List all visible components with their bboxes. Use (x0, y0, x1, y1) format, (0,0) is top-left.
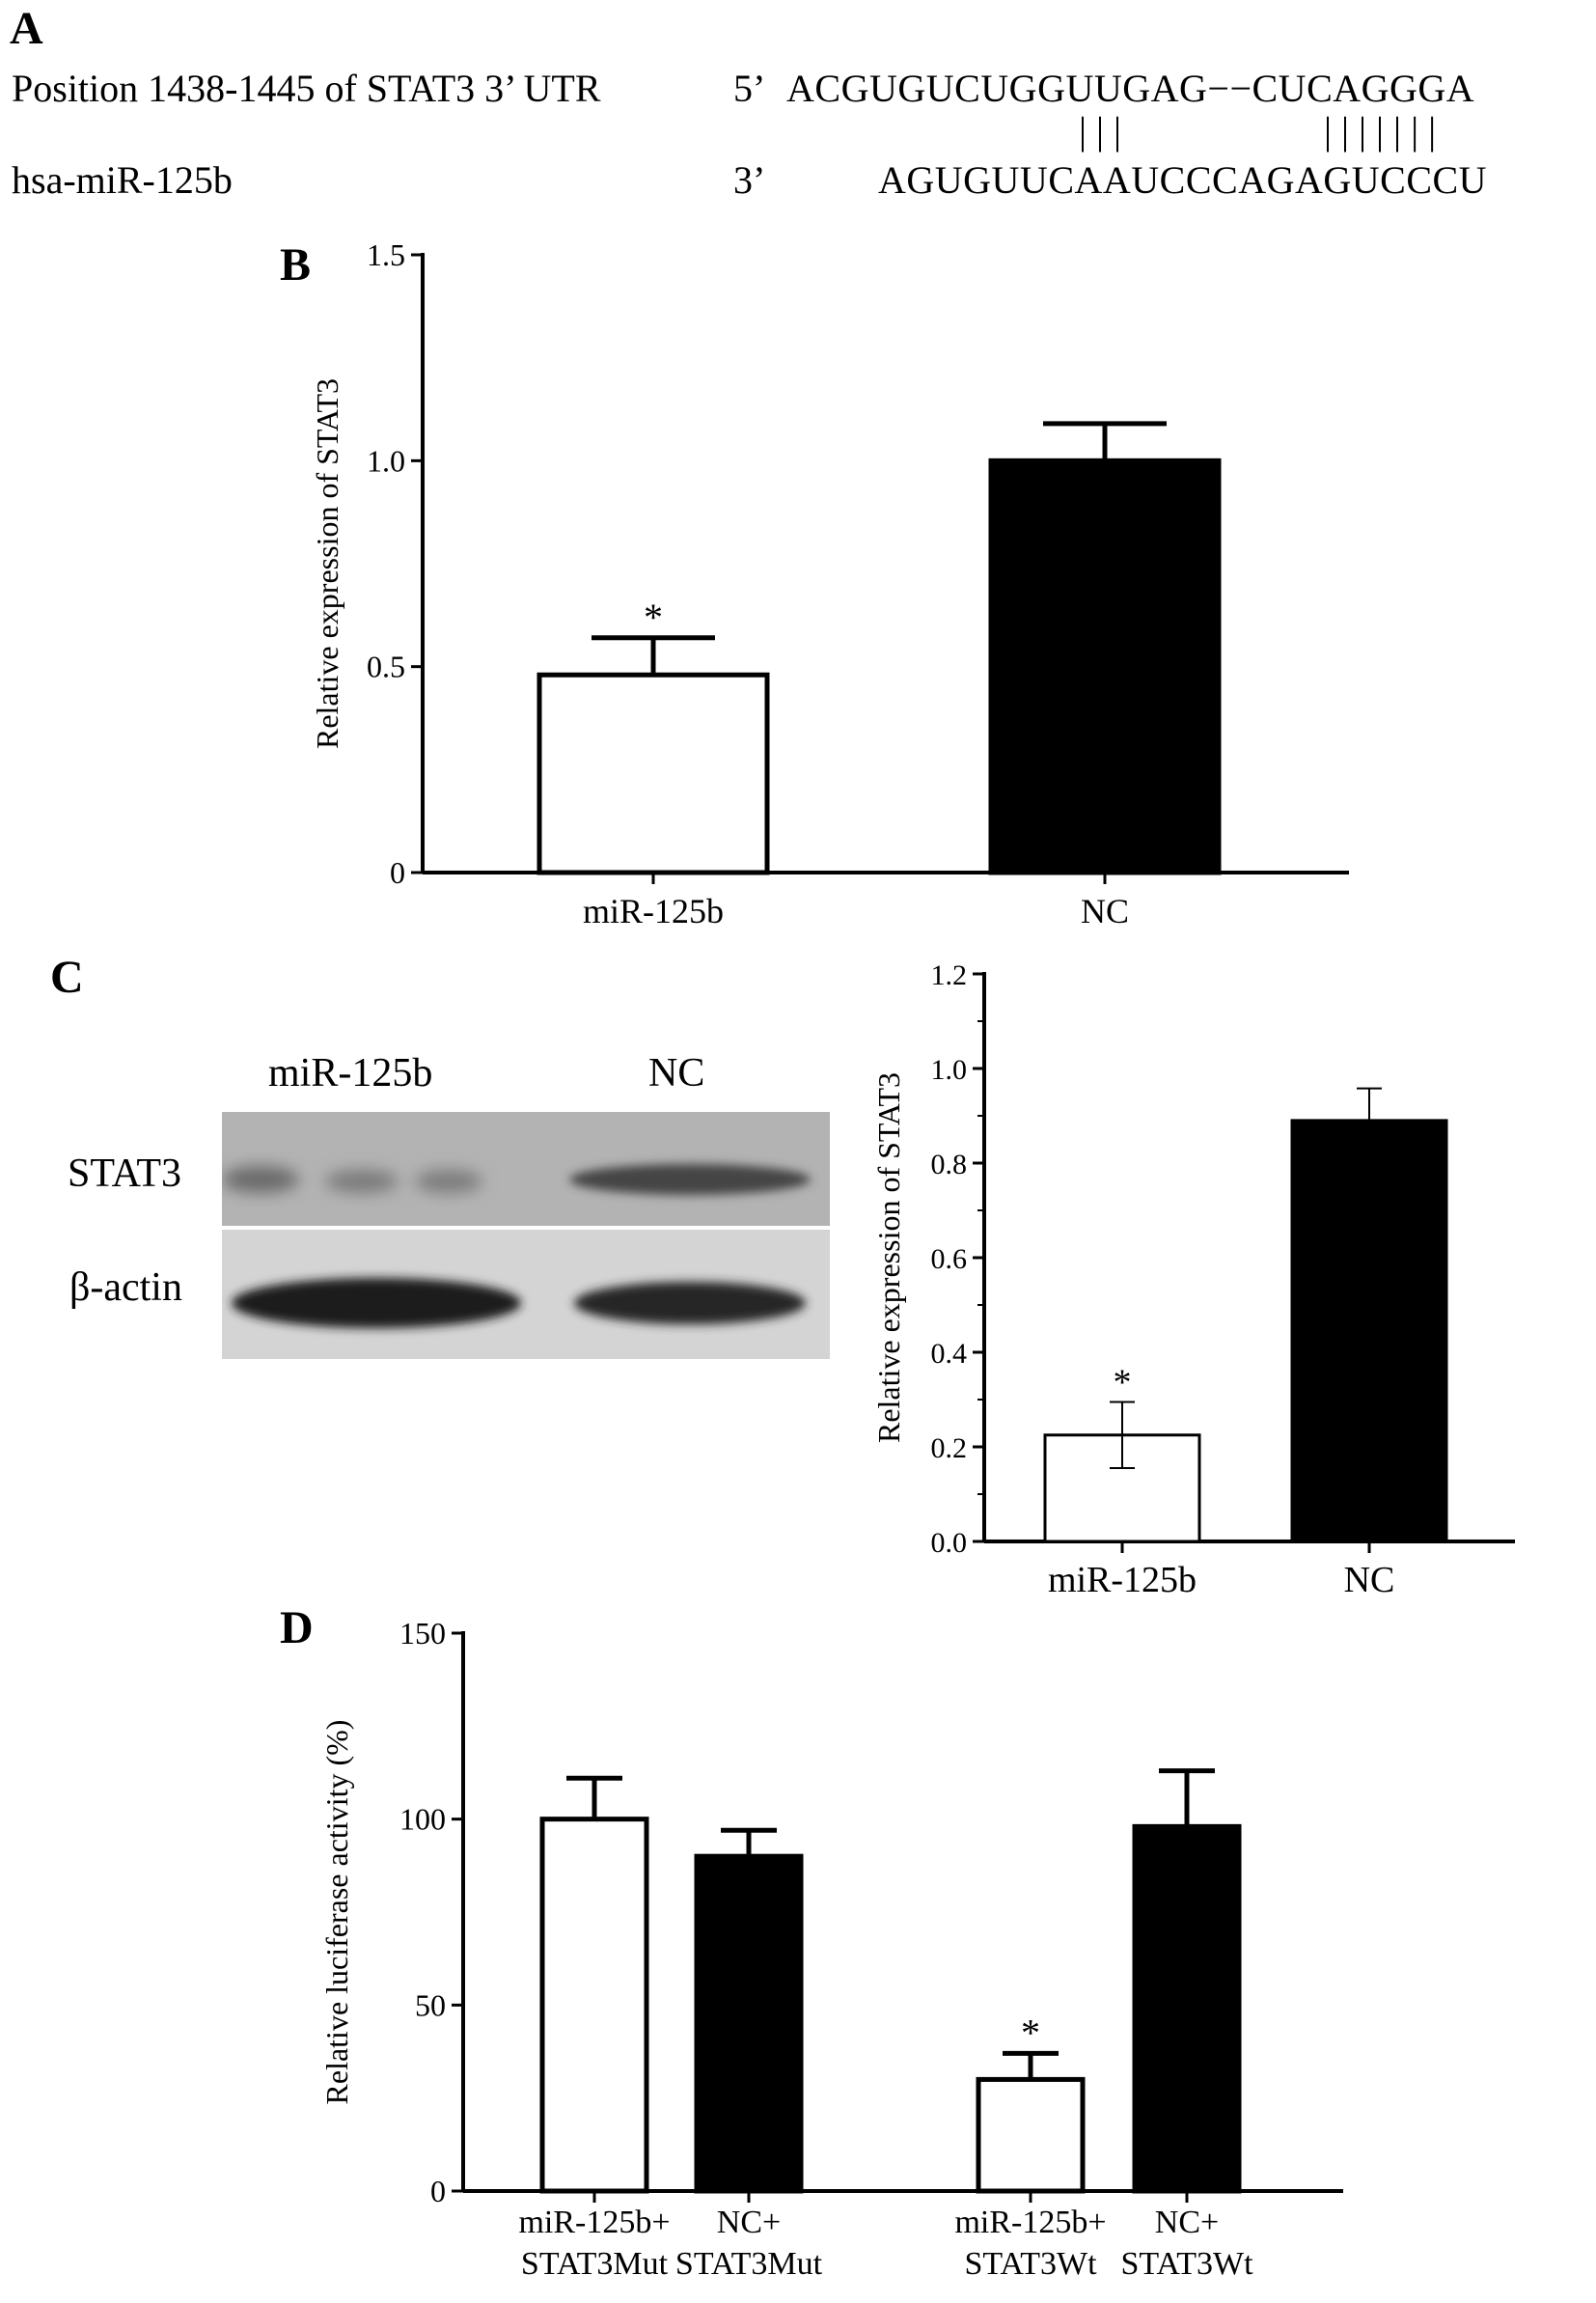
x-category-label: NC+ (1155, 2205, 1219, 2240)
panel-b-bar-chart: B 0 0.5 1.0 1.5 Relative expression of STAT3 *… (280, 237, 1349, 930)
bar-1 (1290, 1119, 1448, 1543)
y-tick-label: 0.4 (931, 1338, 968, 1370)
blot-lane-label-mir125b: miR-125b (268, 1051, 433, 1096)
x-category-label: STAT3Mut (521, 2246, 669, 2282)
base-pairing-lines: ||| ||||||| (1079, 109, 1446, 153)
significance-marker: * (1114, 1362, 1132, 1402)
mirna-sequence: AGUGUUCAAUCCCAGAGUCCCU (878, 158, 1488, 202)
y-tick-label: 0.6 (931, 1243, 968, 1275)
stat3-band-mir125b (222, 1166, 482, 1193)
x-category-label: STAT3Wt (1120, 2246, 1253, 2282)
y-tick-label: 50 (415, 1987, 446, 2022)
significance-marker: * (644, 596, 663, 639)
x-category-label: miR-125b+ (518, 2205, 670, 2240)
y-axis-label: Relative expression of STAT3 (871, 1072, 906, 1443)
utr-5prime-marker: 5’ (733, 67, 766, 110)
bar-3 (1132, 1823, 1242, 2194)
bar-0 (537, 672, 770, 875)
y-tick-label: 1.5 (367, 237, 405, 272)
actin-band-mir125b (232, 1278, 521, 1328)
y-axis-label: Relative expression of STAT3 (310, 378, 344, 749)
blot-row-label-stat3: STAT3 (68, 1152, 181, 1196)
y-tick-label: 1.2 (931, 959, 968, 991)
actin-band-nc (574, 1282, 806, 1324)
blot-row-label-beta-actin: β-actin (69, 1265, 182, 1310)
x-category-label: STAT3Wt (964, 2246, 1097, 2282)
western-blot-image (222, 1112, 830, 1359)
blot-lane-label-nc: NC (648, 1051, 705, 1096)
mirna-3prime-marker: 3’ (733, 158, 766, 202)
y-tick-label: 100 (399, 1802, 446, 1837)
bar-1 (694, 1853, 804, 2194)
y-tick-label: 150 (399, 1616, 446, 1651)
panel-a-letter: A (10, 3, 43, 54)
y-tick-label: 0.5 (367, 650, 405, 684)
panel-c-bar-chart: 0.0 0.2 0.4 0.6 0.8 1.0 1.2 Relative expression… (871, 959, 1515, 1600)
x-category-label: NC (1081, 892, 1129, 930)
x-category-label: STAT3Mut (675, 2246, 823, 2282)
x-category-label: miR-125b (1048, 1560, 1197, 1600)
utr-sequence: ACGUGUCUGGUUGAG−−CUCAGGGA (786, 67, 1475, 110)
x-category-label: miR-125b (583, 892, 724, 930)
y-tick-label: 1.0 (931, 1054, 968, 1086)
y-tick-label: 0.8 (931, 1149, 968, 1180)
utr-position-label: Position 1438-1445 of STAT3 3’ UTR (12, 67, 601, 110)
panel-c-letter: C (50, 952, 84, 1003)
y-tick-label: 1.0 (367, 443, 405, 478)
stat3-band-nc (569, 1164, 811, 1195)
bar-0 (539, 1817, 649, 2194)
y-axis-label: Relative luciferase activity (%) (319, 1720, 354, 2105)
bar-1 (988, 458, 1222, 875)
bar-2 (976, 2076, 1086, 2194)
panel-d-letter: D (280, 1602, 314, 1653)
mirna-name-label: hsa-miR-125b (12, 158, 233, 202)
y-tick-label: 0.2 (931, 1432, 968, 1464)
significance-marker: * (1021, 2011, 1040, 2054)
x-category-label: miR-125b+ (954, 2205, 1106, 2240)
y-tick-label: 0.0 (931, 1527, 968, 1559)
y-tick-label: 0 (430, 2174, 446, 2208)
y-tick-label: 0 (390, 855, 405, 890)
x-category-label: NC+ (717, 2205, 781, 2240)
x-category-label: NC (1344, 1560, 1395, 1600)
panel-d-bar-chart: D 0 50 100 150 Relative luciferase activity (… (280, 1602, 1343, 2282)
panel-b-letter: B (280, 239, 311, 291)
